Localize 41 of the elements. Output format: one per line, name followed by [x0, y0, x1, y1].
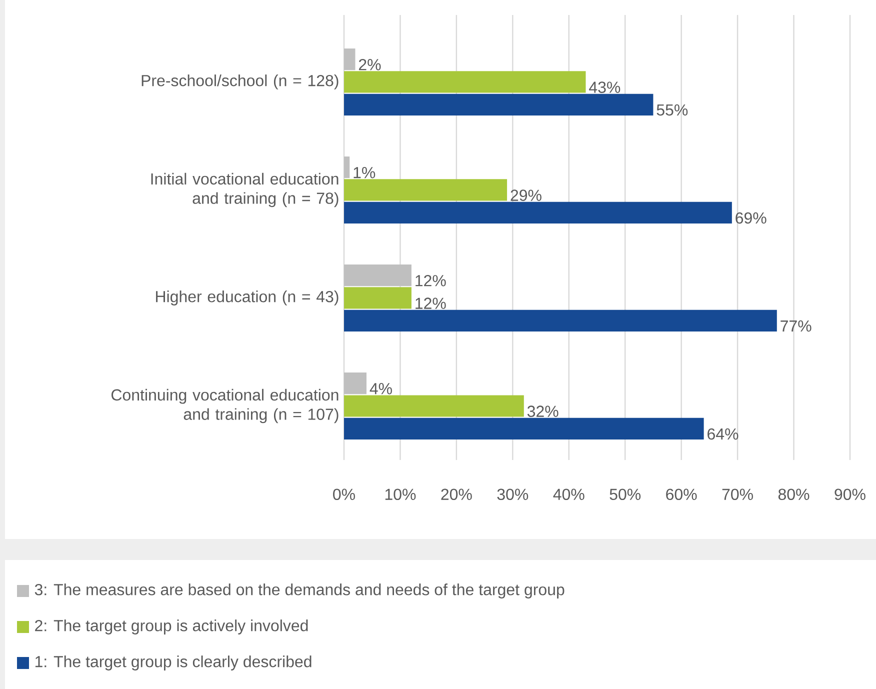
bar [344, 264, 412, 286]
data-label: 4% [370, 383, 392, 394]
data-label: 12% [416, 298, 446, 309]
x-tick-label: 90% [834, 488, 866, 500]
data-label: 69% [736, 212, 766, 224]
x-tick-label: 20% [441, 488, 472, 500]
data-label: 2% [358, 58, 381, 70]
data-label: 55% [656, 104, 688, 116]
data-label: 12% [416, 275, 446, 286]
y-tick-label: Initial vocational education and training (n = 78) [151, 172, 338, 208]
bar [344, 202, 732, 224]
bar [344, 287, 412, 309]
bar [344, 156, 350, 178]
y-tick-label: Pre-school/school (n = 128) [142, 74, 338, 90]
bar [344, 179, 508, 201]
x-tick-label: 10% [385, 488, 416, 500]
bar [344, 418, 704, 440]
data-label: 1% [354, 167, 376, 178]
x-tick-label: 80% [778, 488, 810, 500]
x-tick-label: 70% [722, 488, 753, 500]
bar [344, 48, 356, 70]
x-tick-label: 60% [666, 488, 697, 500]
bar [344, 395, 524, 417]
bar [344, 310, 777, 332]
data-label: 43% [589, 82, 620, 93]
data-label: 64% [708, 428, 738, 440]
bar [344, 372, 366, 394]
data-label: 32% [527, 406, 558, 417]
x-tick-label: 50% [610, 488, 641, 500]
y-tick-label: Continuing vocational education and training (n = 107) [112, 388, 338, 424]
legend-label: 3: The measures are based on the demands and needs of the target group [34, 584, 564, 598]
legend-label: 1: The target group is clearly described [35, 656, 312, 670]
legend-label: 2: The target group is actively involved [35, 620, 308, 634]
bar [344, 71, 586, 93]
x-tick-label: 0% [333, 488, 355, 500]
x-tick-label: 40% [553, 488, 584, 500]
x-tick-label: 30% [497, 488, 528, 500]
data-label: 29% [510, 190, 542, 201]
data-label: 77% [780, 320, 812, 332]
bar [344, 94, 654, 116]
y-tick-label: Higher education (n = 43) [156, 290, 338, 306]
